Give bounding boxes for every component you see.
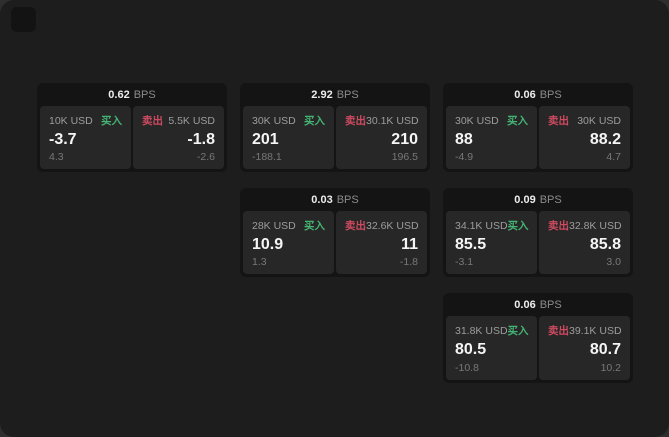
panels: 28K USD 买入 10.9 1.3 卖出 32.6K USD 11 -1.8	[240, 211, 430, 277]
panels: 30K USD 买入 88 -4.9 卖出 30K USD 88.2 4.7	[443, 106, 633, 172]
sell-panel[interactable]: 卖出 30.1K USD 210 196.5	[336, 106, 427, 169]
panels: 10K USD 买入 -3.7 4.3 卖出 5.5K USD -1.8 -2.…	[37, 106, 227, 172]
sell-price: 210	[391, 130, 418, 148]
bps-value: 2.92	[311, 88, 333, 101]
card-header: 0.03 BPS	[240, 188, 430, 211]
bps-unit-label: BPS	[336, 193, 359, 206]
sell-sub-value: -1.8	[399, 256, 418, 268]
buy-panel[interactable]: 30K USD 买入 201 -188.1	[243, 106, 334, 169]
buy-amount: 10K USD	[49, 114, 93, 127]
buy-amount: 28K USD	[252, 219, 296, 232]
sell-side-label: 卖出	[548, 220, 569, 232]
bps-unit-label: BPS	[539, 193, 562, 206]
sell-price: 11	[401, 235, 418, 253]
sell-sub-value: 3.0	[606, 256, 621, 268]
quote-cards-grid: 0.62 BPS 10K USD 买入 -3.7 4.3 卖出 5.5K USD	[37, 83, 633, 383]
sell-sub-value: -2.6	[196, 151, 215, 163]
buy-panel[interactable]: 31.8K USD 买入 80.5 -10.8	[446, 316, 537, 380]
sell-panel[interactable]: 卖出 32.6K USD 11 -1.8	[336, 211, 427, 274]
sell-panel[interactable]: 卖出 30K USD 88.2 4.7	[539, 106, 630, 169]
buy-amount: 30K USD	[252, 114, 296, 127]
buy-amount: 30K USD	[455, 114, 499, 127]
sell-side-label: 卖出	[345, 220, 366, 232]
sell-panel[interactable]: 卖出 5.5K USD -1.8 -2.6	[133, 106, 224, 169]
bps-value: 0.09	[514, 193, 536, 206]
quote-card: 0.06 BPS 31.8K USD 买入 80.5 -10.8 卖出 39.1…	[443, 293, 633, 383]
sell-amount: 32.8K USD	[569, 219, 622, 232]
bps-value: 0.06	[514, 298, 536, 311]
buy-sub-value: -10.8	[455, 362, 479, 374]
sell-amount: 32.6K USD	[366, 219, 419, 232]
buy-side-label: 买入	[507, 325, 529, 337]
sell-sub-value: 196.5	[391, 151, 418, 163]
buy-amount: 31.8K USD	[455, 324, 508, 337]
buy-sub-value: 4.3	[49, 151, 64, 163]
sell-side-label: 卖出	[548, 115, 569, 127]
buy-sub-value: -4.9	[455, 151, 474, 163]
quote-card: 0.06 BPS 30K USD 买入 88 -4.9 卖出 30K USD	[443, 83, 633, 172]
buy-price: 88	[455, 130, 473, 148]
card-header: 2.92 BPS	[240, 83, 430, 106]
bps-unit-label: BPS	[336, 88, 359, 101]
sell-side-label: 卖出	[345, 115, 366, 127]
sell-amount: 39.1K USD	[569, 324, 622, 337]
buy-side-label: 买入	[507, 115, 528, 127]
card-header: 0.62 BPS	[37, 83, 227, 106]
bps-unit-label: BPS	[133, 88, 156, 101]
sell-side-label: 卖出	[548, 325, 569, 337]
buy-panel[interactable]: 28K USD 买入 10.9 1.3	[243, 211, 334, 274]
bps-value: 0.62	[108, 88, 130, 101]
buy-panel[interactable]: 34.1K USD 买入 85.5 -3.1	[446, 211, 537, 274]
sell-side-label: 卖出	[142, 115, 163, 127]
sell-sub-value: 10.2	[600, 362, 621, 374]
quote-card: 0.03 BPS 28K USD 买入 10.9 1.3 卖出 32.6K US…	[240, 188, 430, 277]
sell-panel[interactable]: 卖出 32.8K USD 85.8 3.0	[539, 211, 630, 274]
bps-value: 0.03	[311, 193, 333, 206]
bps-unit-label: BPS	[539, 298, 562, 311]
buy-side-label: 买入	[304, 115, 325, 127]
buy-sub-value: 1.3	[252, 256, 267, 268]
sell-price: -1.8	[187, 130, 215, 148]
buy-side-label: 买入	[101, 115, 122, 127]
sell-amount: 30K USD	[577, 114, 621, 127]
card-header: 0.06 BPS	[443, 293, 633, 316]
buy-side-label: 买入	[507, 220, 529, 232]
card-header: 0.09 BPS	[443, 188, 633, 211]
buy-sub-value: -3.1	[455, 256, 474, 268]
buy-amount: 34.1K USD	[455, 219, 508, 232]
quote-card: 2.92 BPS 30K USD 买入 201 -188.1 卖出 30.1K …	[240, 83, 430, 172]
sell-panel[interactable]: 卖出 39.1K USD 80.7 10.2	[539, 316, 630, 380]
panels: 31.8K USD 买入 80.5 -10.8 卖出 39.1K USD 80.…	[443, 316, 633, 383]
sell-sub-value: 4.7	[606, 151, 621, 163]
sell-price: 80.7	[589, 341, 621, 359]
quote-card: 0.62 BPS 10K USD 买入 -3.7 4.3 卖出 5.5K USD	[37, 83, 227, 172]
buy-sub-value: -188.1	[252, 151, 282, 163]
panels: 34.1K USD 买入 85.5 -3.1 卖出 32.8K USD 85.8…	[443, 211, 633, 277]
buy-price: -3.7	[49, 130, 77, 148]
buy-side-label: 买入	[304, 220, 325, 232]
sell-amount: 30.1K USD	[366, 114, 419, 127]
sell-price: 85.8	[589, 235, 621, 253]
buy-panel[interactable]: 10K USD 买入 -3.7 4.3	[40, 106, 131, 169]
corner-button[interactable]	[11, 7, 36, 32]
buy-panel[interactable]: 30K USD 买入 88 -4.9	[446, 106, 537, 169]
buy-price: 201	[252, 130, 279, 148]
buy-price: 85.5	[455, 235, 487, 253]
sell-price: 88.2	[589, 130, 621, 148]
buy-price: 80.5	[455, 341, 487, 359]
sell-amount: 5.5K USD	[168, 114, 215, 127]
quote-card: 0.09 BPS 34.1K USD 买入 85.5 -3.1 卖出 32.8K…	[443, 188, 633, 277]
bps-value: 0.06	[514, 88, 536, 101]
buy-price: 10.9	[252, 235, 284, 253]
bps-unit-label: BPS	[539, 88, 562, 101]
panels: 30K USD 买入 201 -188.1 卖出 30.1K USD 210 1…	[240, 106, 430, 172]
card-header: 0.06 BPS	[443, 83, 633, 106]
